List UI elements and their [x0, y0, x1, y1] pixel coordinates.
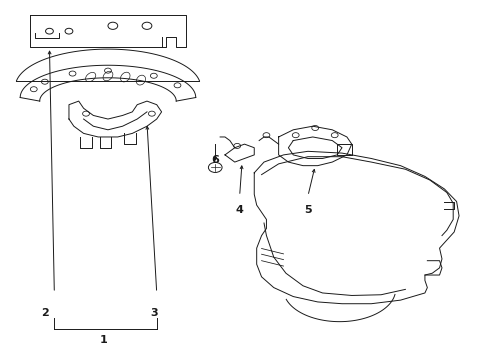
Text: 5: 5	[304, 206, 311, 216]
Text: 6: 6	[211, 155, 219, 165]
Text: 2: 2	[41, 308, 48, 318]
Text: 1: 1	[99, 334, 107, 345]
Text: 4: 4	[235, 206, 243, 216]
Text: 3: 3	[150, 308, 158, 318]
